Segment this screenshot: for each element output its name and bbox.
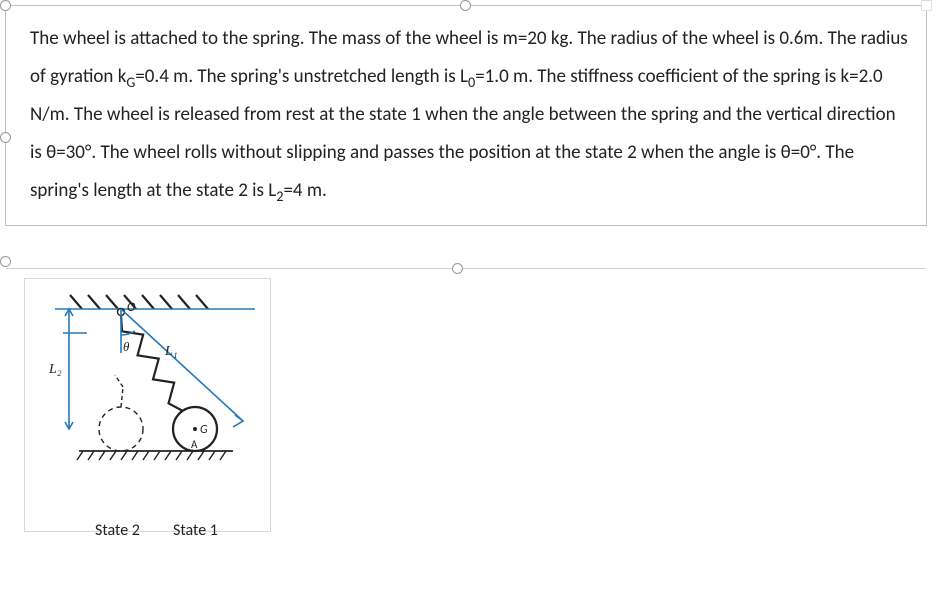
caption-state-2: State 2 — [95, 521, 140, 540]
separator-handle[interactable] — [452, 263, 463, 274]
svg-text:A: A — [191, 438, 198, 451]
resize-handle-left-lower[interactable] — [0, 256, 11, 267]
resize-handle-top-mid[interactable] — [460, 0, 471, 11]
separator-line — [6, 268, 926, 269]
caption-state-1: State 1 — [173, 521, 218, 540]
svg-text:L₂: L₂ — [48, 362, 62, 377]
resize-handle-top-right[interactable] — [921, 0, 932, 11]
figure-svg: O GA L₂ L₁ θ — [25, 279, 270, 469]
svg-text:θ: θ — [123, 339, 130, 354]
resize-handle-left-mid[interactable] — [0, 132, 11, 143]
svg-text:L₁: L₁ — [164, 344, 178, 359]
problem-text: The wheel is attached to the spring. The… — [30, 27, 908, 202]
figure-svg-wrap: O GA L₂ L₁ θ — [25, 279, 270, 468]
figure-box: OGAL₂L₁θ State 2 State 1 — [24, 278, 271, 532]
resize-handle-top-left[interactable] — [0, 0, 11, 11]
problem-paragraph: The wheel is attached to the spring. The… — [6, 6, 926, 225]
problem-text-box: The wheel is attached to the spring. The… — [5, 5, 927, 226]
svg-text:O: O — [127, 300, 136, 315]
svg-text:G: G — [200, 423, 208, 437]
